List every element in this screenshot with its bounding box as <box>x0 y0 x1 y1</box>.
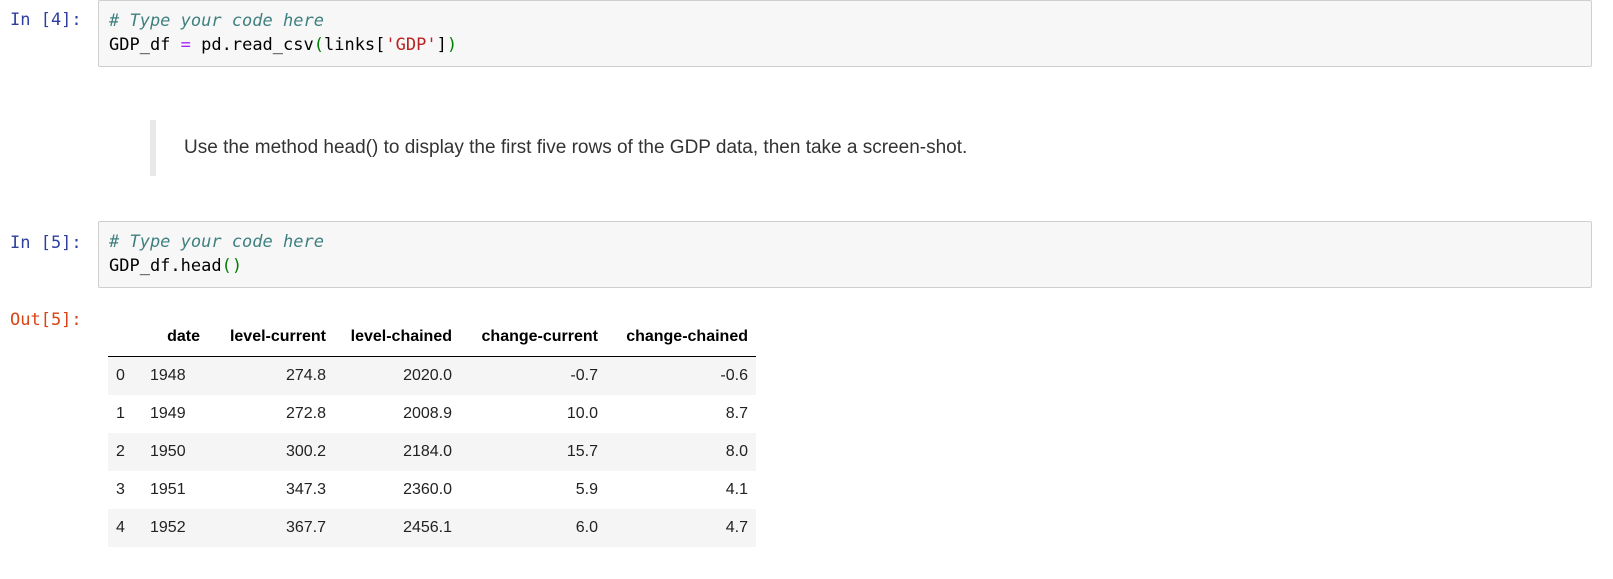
row-index: 0 <box>116 367 125 384</box>
column-header-change-chained: change-chained <box>606 318 756 357</box>
cell-date: 1948 <box>150 367 186 384</box>
code-token: ] <box>436 35 447 55</box>
input-prompt-4: In [4]: <box>10 10 82 30</box>
column-header-index <box>108 318 142 357</box>
cell-change-chained: 8.7 <box>725 405 748 422</box>
row-index: 4 <box>116 519 125 536</box>
cell-level-current: 367.7 <box>285 519 326 536</box>
cell-date: 1950 <box>150 443 186 460</box>
code-token: links[ <box>323 35 386 55</box>
output-prompt-5: Out[5]: <box>10 310 82 330</box>
code-paren: ( <box>221 256 232 276</box>
cell-level-current: 300.2 <box>285 443 326 460</box>
code-token: GDP_df <box>109 35 181 55</box>
cell-level-chained: 2184.0 <box>403 443 452 460</box>
cell-level-current: 274.8 <box>285 367 326 384</box>
code-cell-5[interactable]: # Type your code here GDP_df.head() <box>98 221 1592 288</box>
code-token: GDP_df.head <box>109 256 222 276</box>
cell-change-current: 5.9 <box>575 481 598 498</box>
cell-date: 1952 <box>150 519 186 536</box>
cell-change-current: 6.0 <box>575 519 598 536</box>
cell-date: 1951 <box>150 481 186 498</box>
markdown-text: Use the method head() to display the fir… <box>184 137 968 158</box>
code-operator: = <box>180 35 191 55</box>
code-line-comment: # Type your code here <box>109 9 1581 33</box>
code-comment: # Type your code here <box>109 232 324 252</box>
column-header-level-chained: level-chained <box>334 318 460 357</box>
cell-level-chained: 2456.1 <box>403 519 452 536</box>
row-index: 3 <box>116 481 125 498</box>
table-row: 0 1948 274.8 2020.0 -0.7 -0.6 <box>108 356 756 395</box>
table-row: 2 1950 300.2 2184.0 15.7 8.0 <box>108 433 756 471</box>
column-header-change-current: change-current <box>460 318 606 357</box>
code-cell-4[interactable]: # Type your code here GDP_df = pd.read_c… <box>98 0 1592 67</box>
code-line-read-csv: GDP_df = pd.read_csv(links['GDP']) <box>109 33 1581 57</box>
table-row: 3 1951 347.3 2360.0 5.9 4.1 <box>108 471 756 509</box>
cell-level-current: 272.8 <box>285 405 326 422</box>
code-paren: ) <box>446 35 458 55</box>
column-header-date: date <box>142 318 208 357</box>
code-comment: # Type your code here <box>109 11 324 31</box>
cell-change-chained: 4.7 <box>725 519 748 536</box>
code-string: 'GDP' <box>385 35 437 55</box>
dataframe-table: date level-current level-chained change-… <box>108 318 756 547</box>
markdown-cell[interactable]: Use the method head() to display the fir… <box>150 120 967 176</box>
cell-change-current: 15.7 <box>566 443 598 460</box>
cell-change-chained: 4.1 <box>725 481 748 498</box>
cell-level-chained: 2360.0 <box>403 481 452 498</box>
code-token: pd.read_csv <box>190 35 314 55</box>
cell-change-current: 10.0 <box>566 405 598 422</box>
cell-change-chained: 8.0 <box>725 443 748 460</box>
code-line-comment: # Type your code here <box>109 230 1581 254</box>
cell-level-current: 347.3 <box>285 481 326 498</box>
table-row: 4 1952 367.7 2456.1 6.0 4.7 <box>108 509 756 547</box>
code-line-head: GDP_df.head() <box>109 254 1581 278</box>
cell-level-chained: 2008.9 <box>403 405 452 422</box>
table-row: 1 1949 272.8 2008.9 10.0 8.7 <box>108 395 756 433</box>
row-index: 1 <box>116 405 125 422</box>
cell-level-chained: 2020.0 <box>403 367 452 384</box>
cell-change-chained: -0.6 <box>720 367 748 384</box>
input-prompt-5: In [5]: <box>10 233 82 253</box>
row-index: 2 <box>116 443 125 460</box>
column-header-level-current: level-current <box>208 318 334 357</box>
code-paren: ) <box>231 256 243 276</box>
table-header-row: date level-current level-chained change-… <box>108 318 756 357</box>
cell-change-current: -0.7 <box>570 367 598 384</box>
code-paren: ( <box>313 35 324 55</box>
cell-date: 1949 <box>150 405 186 422</box>
